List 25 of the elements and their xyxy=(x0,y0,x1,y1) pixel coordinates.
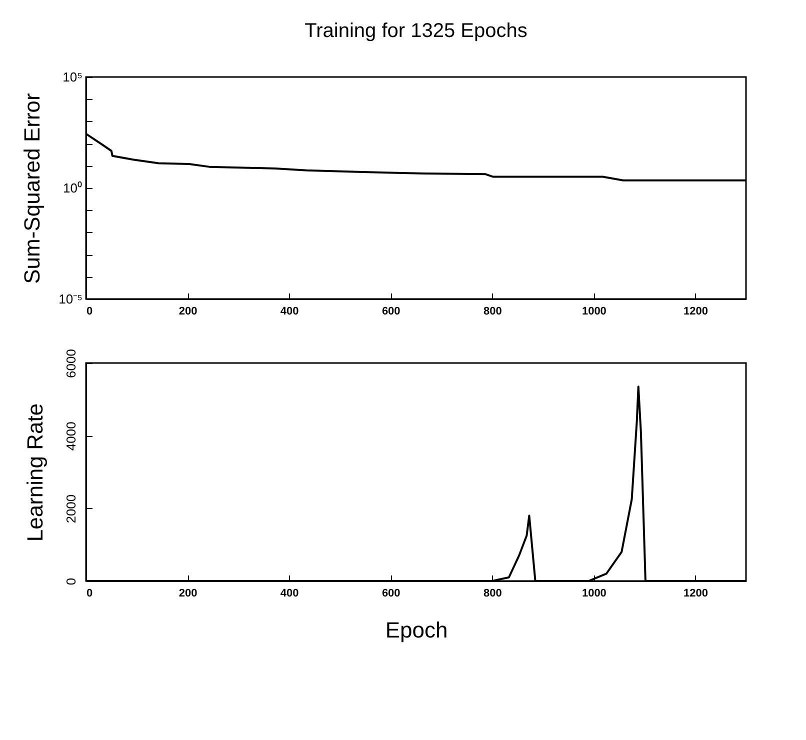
y-axis-title: Sum-Squared Error xyxy=(20,93,45,284)
x-axis-title: Epoch xyxy=(385,618,448,642)
y-tick-label: 2000 xyxy=(64,494,78,524)
x-tick-label: 1000 xyxy=(582,306,606,318)
x-tick-label: 600 xyxy=(382,306,400,318)
x-tick-label: 800 xyxy=(483,588,502,600)
x-tick-label: 800 xyxy=(483,306,502,318)
x-tick-label: 1000 xyxy=(582,588,606,600)
y-tick-label: 10⁰ xyxy=(63,180,82,196)
y-tick-label: 6000 xyxy=(64,349,78,378)
y-tick-label: 4000 xyxy=(64,422,78,451)
x-tick-label: 400 xyxy=(280,306,299,318)
x-tick-label: 400 xyxy=(280,588,299,600)
x-tick-label: 200 xyxy=(178,588,198,600)
y-axis-title: Learning Rate xyxy=(22,403,48,542)
x-tick-label: 0 xyxy=(86,306,93,318)
y-tick-label: 0 xyxy=(64,578,78,586)
x-tick-label: 200 xyxy=(178,306,198,318)
chart-title: Training for 1325 Epochs xyxy=(304,20,528,42)
x-tick-label: 600 xyxy=(382,588,400,600)
x-tick-label: 0 xyxy=(86,588,93,600)
x-tick-label: 1200 xyxy=(683,588,708,600)
x-tick-label: 1200 xyxy=(683,306,708,318)
y-tick-label: 10⁻⁵ xyxy=(58,292,82,306)
y-tick-label: 10⁵ xyxy=(62,70,82,84)
